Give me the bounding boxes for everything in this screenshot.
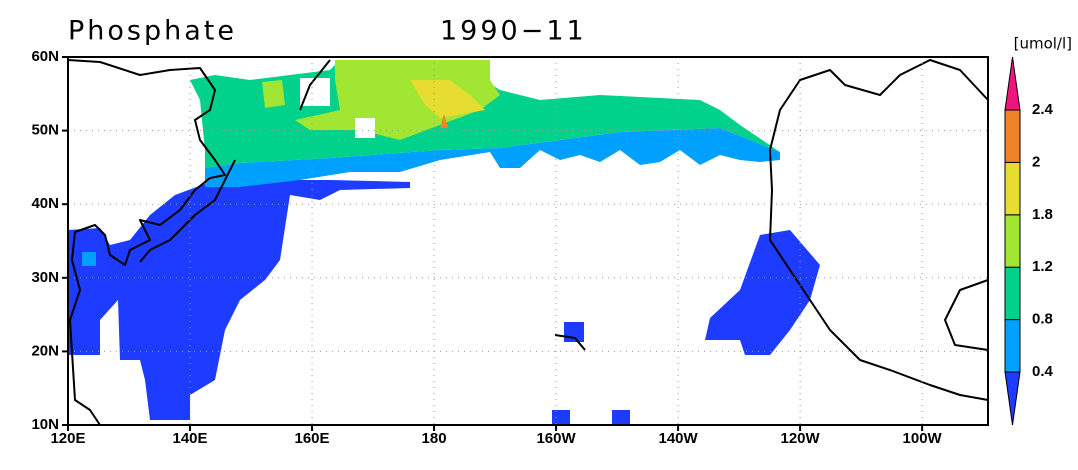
- date: 1990−11: [440, 16, 587, 47]
- colorbar-label: 2.4: [1032, 101, 1054, 118]
- lat-label: 60N: [31, 48, 59, 65]
- colorbar-label: 1.2: [1032, 258, 1053, 275]
- lon-label: 120W: [781, 430, 821, 447]
- colorbar-segment: [1004, 161, 1021, 216]
- field-region: [205, 128, 780, 187]
- field-gap: [355, 118, 375, 138]
- colorbar-segment: [1004, 266, 1021, 321]
- colorbar-segment: [1004, 319, 1021, 373]
- field-region: [262, 80, 285, 108]
- field-region: [410, 80, 485, 118]
- lat-label: 50N: [31, 122, 59, 139]
- phosphate-field: [68, 60, 820, 425]
- title: Phosphate: [68, 16, 237, 47]
- map-frame: [67, 56, 989, 426]
- coastline: [944, 279, 989, 351]
- coastline: [769, 59, 989, 401]
- field-region: [68, 180, 410, 420]
- colorbar-label: 2: [1032, 153, 1040, 170]
- coastlines: [67, 59, 989, 426]
- field-gap: [300, 78, 330, 106]
- colorbar-arrow: [1004, 371, 1021, 426]
- colorbar-segment: [1004, 214, 1021, 268]
- colorbar: 0.4 0.8 1.2 1.8 2 2.4: [1004, 56, 1054, 426]
- lon-label: 180: [422, 430, 447, 447]
- field-region: [82, 252, 96, 266]
- field-region: [440, 114, 448, 128]
- lon-label: 160W: [536, 430, 576, 447]
- colorbar-label: 0.8: [1032, 311, 1053, 328]
- unit: [umol/l]: [1014, 35, 1072, 53]
- field-region: [564, 322, 584, 342]
- coastline: [67, 59, 226, 426]
- colorbar-label: 1.8: [1032, 206, 1053, 223]
- colorbar-label: 0.4: [1032, 363, 1054, 380]
- field-region: [552, 410, 570, 425]
- lon-label: 120E: [50, 430, 85, 447]
- field-region: [612, 410, 630, 425]
- lon-label: 140W: [658, 430, 698, 447]
- coastline: [554, 334, 586, 351]
- lat-label: 30N: [31, 269, 59, 286]
- lat-label: 20N: [31, 342, 59, 359]
- colorbar-arrow: [1004, 56, 1021, 111]
- lon-label: 100W: [903, 430, 943, 447]
- coastline: [299, 59, 331, 111]
- lat-label: 40N: [31, 195, 59, 212]
- lon-label: 140E: [172, 430, 207, 447]
- field-region: [705, 230, 820, 355]
- coastline: [139, 159, 236, 263]
- lat-label: 10N: [31, 416, 59, 433]
- colorbar-segment: [1004, 109, 1021, 163]
- lon-label: 160E: [295, 430, 330, 447]
